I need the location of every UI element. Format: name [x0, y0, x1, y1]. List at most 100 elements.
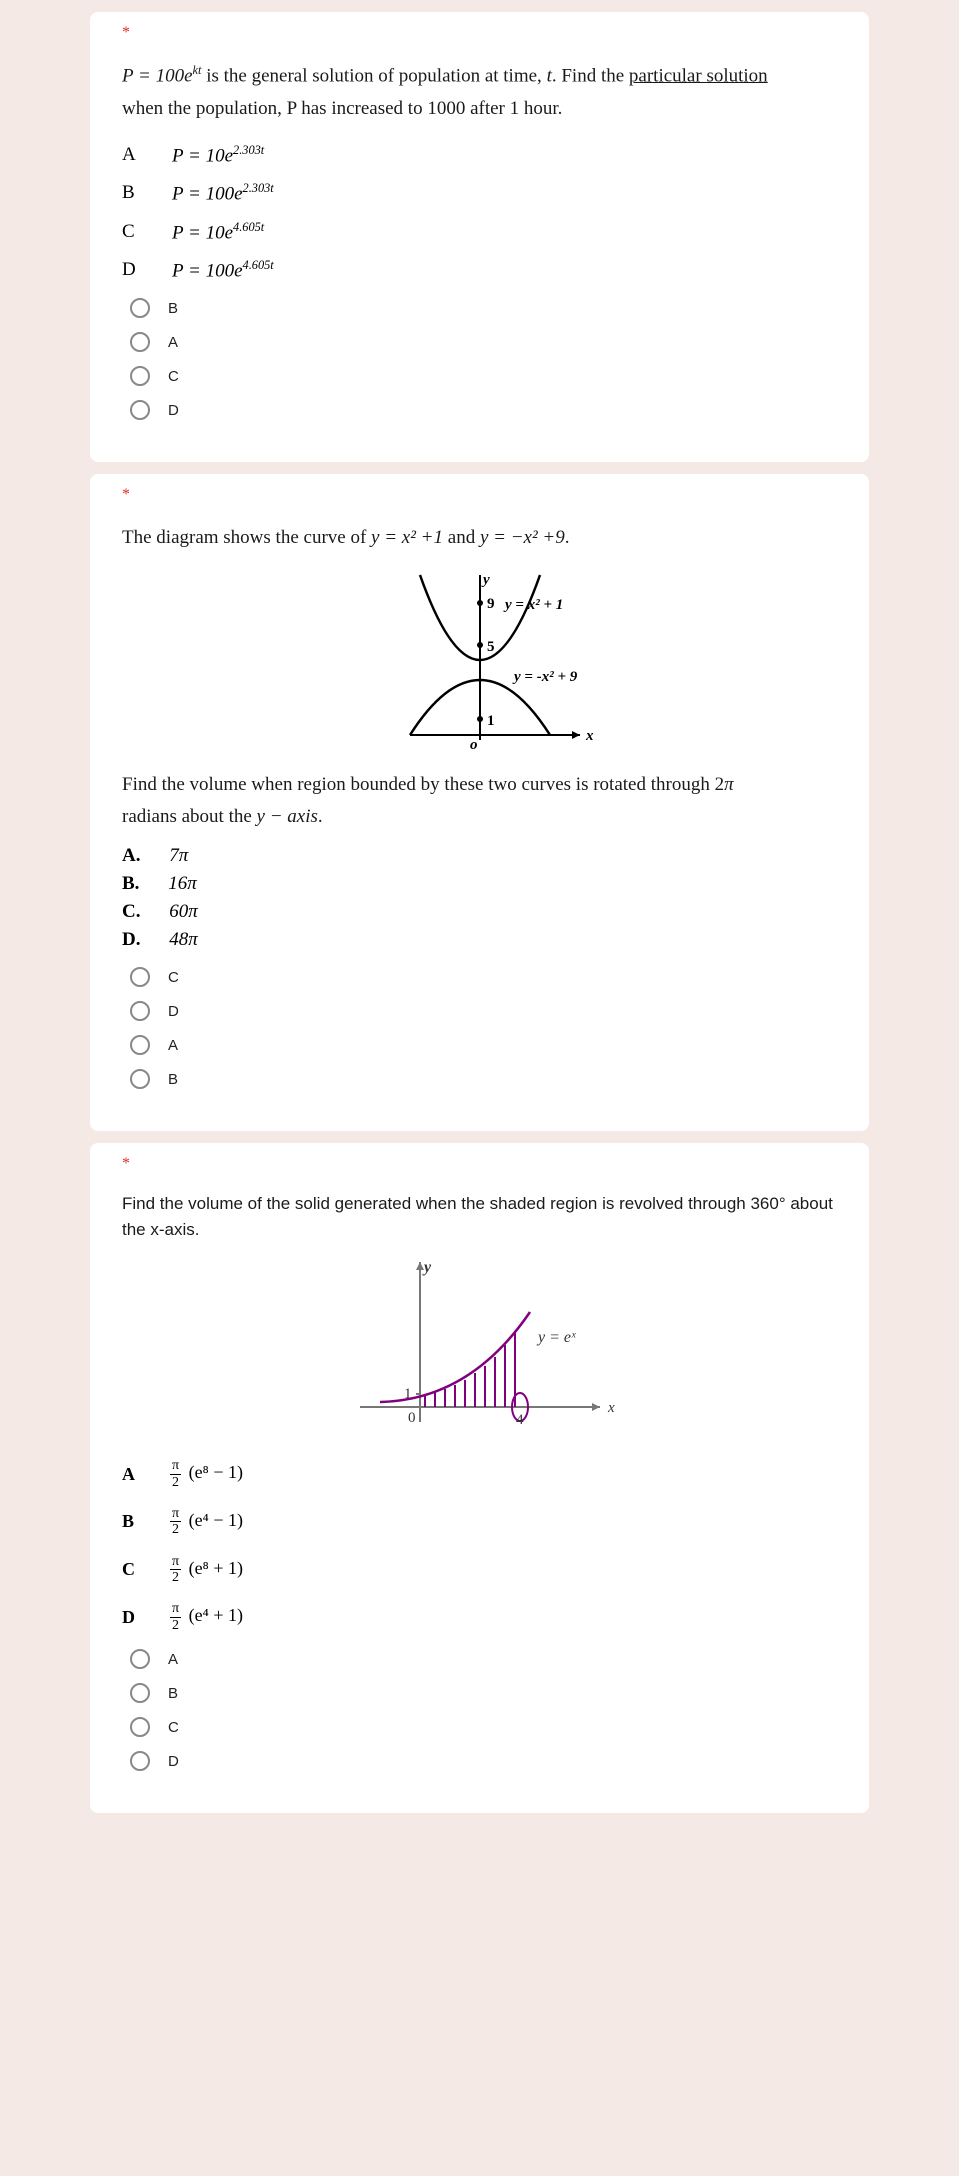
svg-text:y: y — [481, 572, 490, 588]
option-row: C P = 10e4.605t — [122, 220, 837, 244]
radio-circle-icon — [130, 1717, 150, 1737]
answer-options: A π2 (e⁸ − 1) B π2 (e⁴ − 1) C π2 (e⁸ + 1… — [122, 1458, 837, 1633]
prompt-underline: particular solution — [629, 65, 768, 86]
option-value: 48π — [169, 929, 198, 950]
radio-circle-icon — [130, 1001, 150, 1021]
radio-option[interactable]: A — [130, 1035, 837, 1055]
svg-text:9: 9 — [487, 596, 495, 612]
svg-text:y: y — [422, 1259, 432, 1276]
question-card-3: * Find the volume of the solid generated… — [90, 1143, 869, 1813]
svg-text:x: x — [585, 728, 594, 744]
svg-text:y = x² + 1: y = x² + 1 — [503, 597, 563, 613]
option-row: B π2 (e⁴ − 1) — [122, 1506, 837, 1538]
question-prompt: Find the volume of the solid generated w… — [122, 1191, 837, 1242]
option-letter: C — [122, 1559, 170, 1580]
radio-label: C — [168, 969, 179, 986]
radio-label: C — [168, 368, 179, 385]
prompt-text: . Find the — [552, 65, 629, 86]
option-row: B P = 100e2.303t — [122, 181, 837, 205]
radio-option[interactable]: B — [130, 298, 837, 318]
radio-option[interactable]: C — [130, 366, 837, 386]
radio-group: C D A B — [130, 967, 837, 1089]
radio-label: D — [168, 1753, 179, 1770]
radio-label: C — [168, 1719, 179, 1736]
prompt-text: Find the volume when region bounded by t… — [122, 774, 724, 795]
option-letter: B — [122, 182, 172, 204]
option-letter: C. — [122, 901, 140, 922]
option-row: C π2 (e⁸ + 1) — [122, 1554, 837, 1586]
svg-text:o: o — [470, 737, 478, 753]
question-prompt-2: Find the volume when region bounded by t… — [122, 769, 837, 834]
radio-circle-icon — [130, 332, 150, 352]
option-letter: D — [122, 259, 172, 281]
svg-text:x: x — [607, 1400, 615, 1416]
prompt-text: The diagram shows the curve of — [122, 527, 371, 548]
radio-circle-icon — [130, 1069, 150, 1089]
prompt-text: and — [443, 527, 480, 548]
option-value: P = 100e2.303t — [172, 181, 274, 205]
radio-label: B — [168, 1685, 178, 1702]
option-letter: A. — [122, 845, 140, 866]
prompt-line2: when the population, P has increased to … — [122, 98, 562, 119]
radio-circle-icon — [130, 298, 150, 318]
option-row: B. 16π — [122, 873, 837, 895]
required-marker: * — [122, 24, 130, 42]
question-card-2: * The diagram shows the curve of y = x² … — [90, 474, 869, 1131]
radio-circle-icon — [130, 366, 150, 386]
radio-option[interactable]: D — [130, 1001, 837, 1021]
radio-option[interactable]: A — [130, 1649, 837, 1669]
option-row: D π2 (e⁴ + 1) — [122, 1601, 837, 1633]
axis: y − axis — [257, 806, 318, 827]
radio-option[interactable]: A — [130, 332, 837, 352]
option-letter: A — [122, 144, 172, 166]
radio-circle-icon — [130, 400, 150, 420]
option-value: π2 (e⁸ − 1) — [170, 1458, 243, 1490]
required-marker: * — [122, 486, 130, 504]
radio-group: A B C D — [130, 1649, 837, 1771]
option-row: A. 7π — [122, 845, 837, 867]
exp-diagram: y x 0 1 4 y = eˣ — [330, 1252, 630, 1442]
radio-option[interactable]: C — [130, 1717, 837, 1737]
radio-option[interactable]: B — [130, 1683, 837, 1703]
radio-option[interactable]: C — [130, 967, 837, 987]
option-letter: C — [122, 221, 172, 243]
radio-label: B — [168, 1071, 178, 1088]
curves-diagram: y x o 9 5 1 y = x² + 1 y = -x² + 9 — [350, 565, 610, 755]
math-eq: y = x² +1 — [371, 527, 443, 548]
option-value: π2 (e⁴ − 1) — [170, 1506, 243, 1538]
required-marker: * — [122, 1155, 130, 1173]
prompt-text: . — [318, 806, 323, 827]
option-row: A π2 (e⁸ − 1) — [122, 1458, 837, 1490]
option-letter: D. — [122, 929, 140, 950]
radio-option[interactable]: D — [130, 400, 837, 420]
svg-text:0: 0 — [408, 1410, 416, 1426]
svg-text:y = eˣ: y = eˣ — [536, 1329, 576, 1346]
radio-option[interactable]: B — [130, 1069, 837, 1089]
svg-text:y = -x² + 9: y = -x² + 9 — [512, 669, 578, 685]
radio-circle-icon — [130, 1649, 150, 1669]
option-letter: B — [122, 1511, 170, 1532]
answer-options: A. 7πB. 16πC. 60πD. 48π — [122, 845, 837, 951]
option-letter: B. — [122, 873, 139, 894]
option-value: π2 (e⁸ + 1) — [170, 1554, 243, 1586]
radio-label: A — [168, 1651, 178, 1668]
radio-label: B — [168, 300, 178, 317]
option-value: 7π — [169, 845, 188, 866]
svg-text:1: 1 — [404, 1386, 412, 1402]
pi: π — [724, 774, 734, 795]
prompt-text: is the general solution of population at… — [201, 65, 546, 86]
option-row: D. 48π — [122, 929, 837, 951]
radio-circle-icon — [130, 1751, 150, 1771]
option-letter: D — [122, 1607, 170, 1628]
option-value: 16π — [168, 873, 197, 894]
answer-options: A P = 10e2.303tB P = 100e2.303tC P = 10e… — [122, 143, 837, 282]
option-letter: A — [122, 1464, 170, 1485]
radio-circle-icon — [130, 967, 150, 987]
radio-circle-icon — [130, 1683, 150, 1703]
prompt-text: . — [565, 527, 570, 548]
radio-label: A — [168, 1037, 178, 1054]
radio-label: A — [168, 334, 178, 351]
svg-text:5: 5 — [487, 639, 495, 655]
option-value: P = 100e4.605t — [172, 258, 274, 282]
radio-option[interactable]: D — [130, 1751, 837, 1771]
